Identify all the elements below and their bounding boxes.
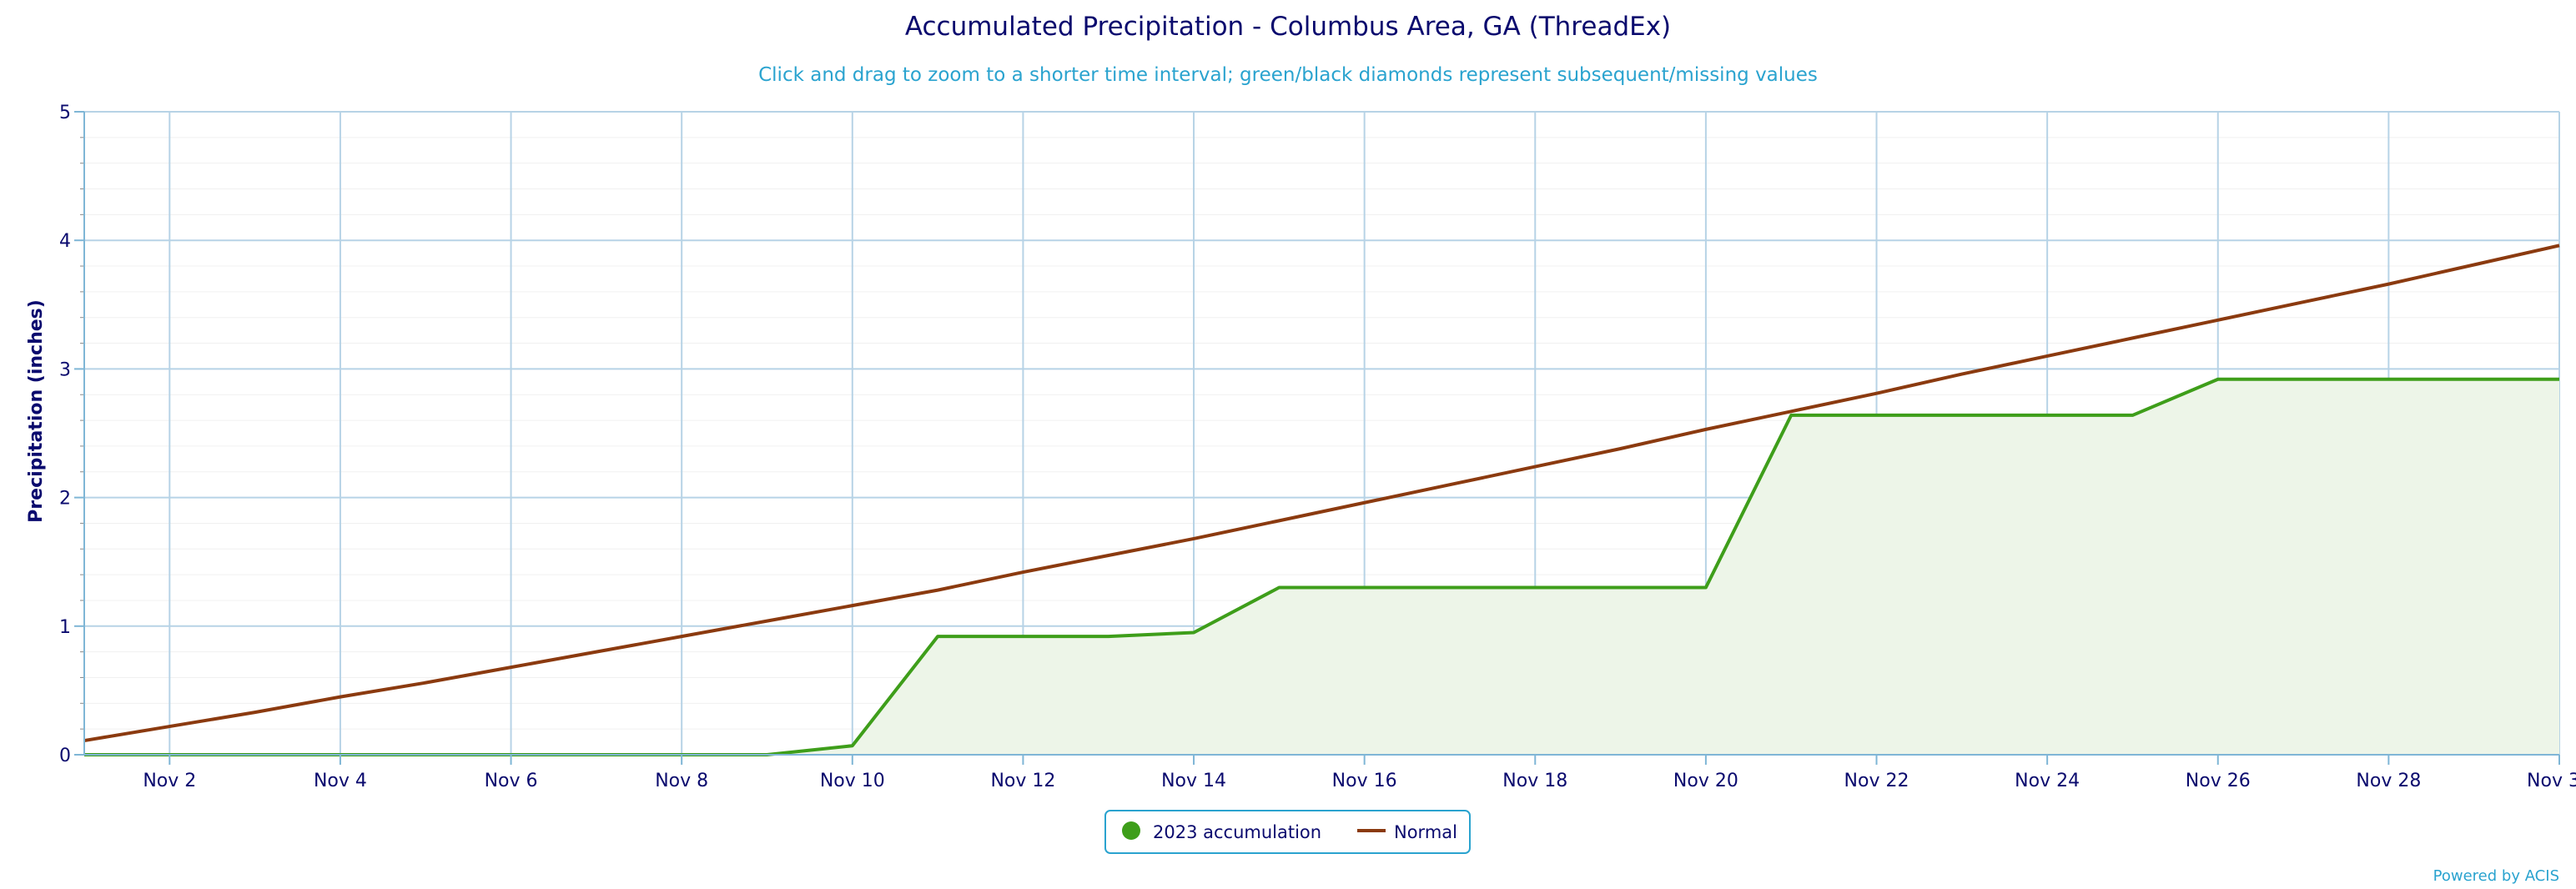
x-tick-label: Nov 4 [314,771,367,791]
chart-title: Accumulated Precipitation - Columbus Are… [905,12,1671,42]
series-line-normal[interactable] [83,244,2560,743]
chart-subtitle: Click and drag to zoom to a shorter time… [758,64,1818,86]
x-tick-label: Nov 22 [1844,771,1909,791]
x-tick-label: Nov 24 [2015,771,2080,791]
y-tick-label: 5 [59,103,71,123]
legend-box [1104,810,1471,854]
x-tick-label: Nov 20 [1673,771,1738,791]
legend-item-2023-accumulation[interactable]: 2023 accumulation [1122,821,1321,842]
credit-link[interactable]: Powered by ACIS [2433,867,2559,885]
y-tick-label: 3 [59,359,71,380]
axes: 0 1 2 3 4 5 Nov 2 Nov 4 Nov 6 Nov 8 Nov 10 Nov 12 No… [59,103,2576,791]
x-tick-label: Nov 8 [655,771,708,791]
legend-marker-2023-accumulation [1122,821,1140,840]
y-tick-label: 1 [59,617,71,638]
legend-label-normal: Normal [1394,822,1457,842]
legend[interactable]: 2023 accumulation Normal [1104,810,1471,854]
accumulation-area [84,379,2559,755]
x-tick-label: Nov 28 [2356,771,2421,791]
x-tick-label: Nov 12 [990,771,1055,791]
y-axis-label: Precipitation (inches) [26,299,47,523]
x-tick-label: Nov 14 [1161,771,1226,791]
x-tick-label: Nov 10 [820,771,885,791]
y-tick-label: 2 [59,489,71,510]
y-tick-label: 4 [59,231,71,252]
y-tick-label: 0 [59,746,71,766]
area-fill [84,379,2559,755]
legend-label-2023-accumulation: 2023 accumulation [1153,822,1321,842]
legend-item-normal[interactable]: Normal [1357,822,1457,842]
x-tick-label: Nov 16 [1332,771,1397,791]
x-tick-label: Nov 18 [1502,771,1567,791]
x-tick-label: Nov 26 [2186,771,2251,791]
x-tick-label: Nov 2 [143,771,196,791]
x-tick-label: Nov 6 [485,771,538,791]
x-tick-label: Nov 30 [2527,771,2576,791]
